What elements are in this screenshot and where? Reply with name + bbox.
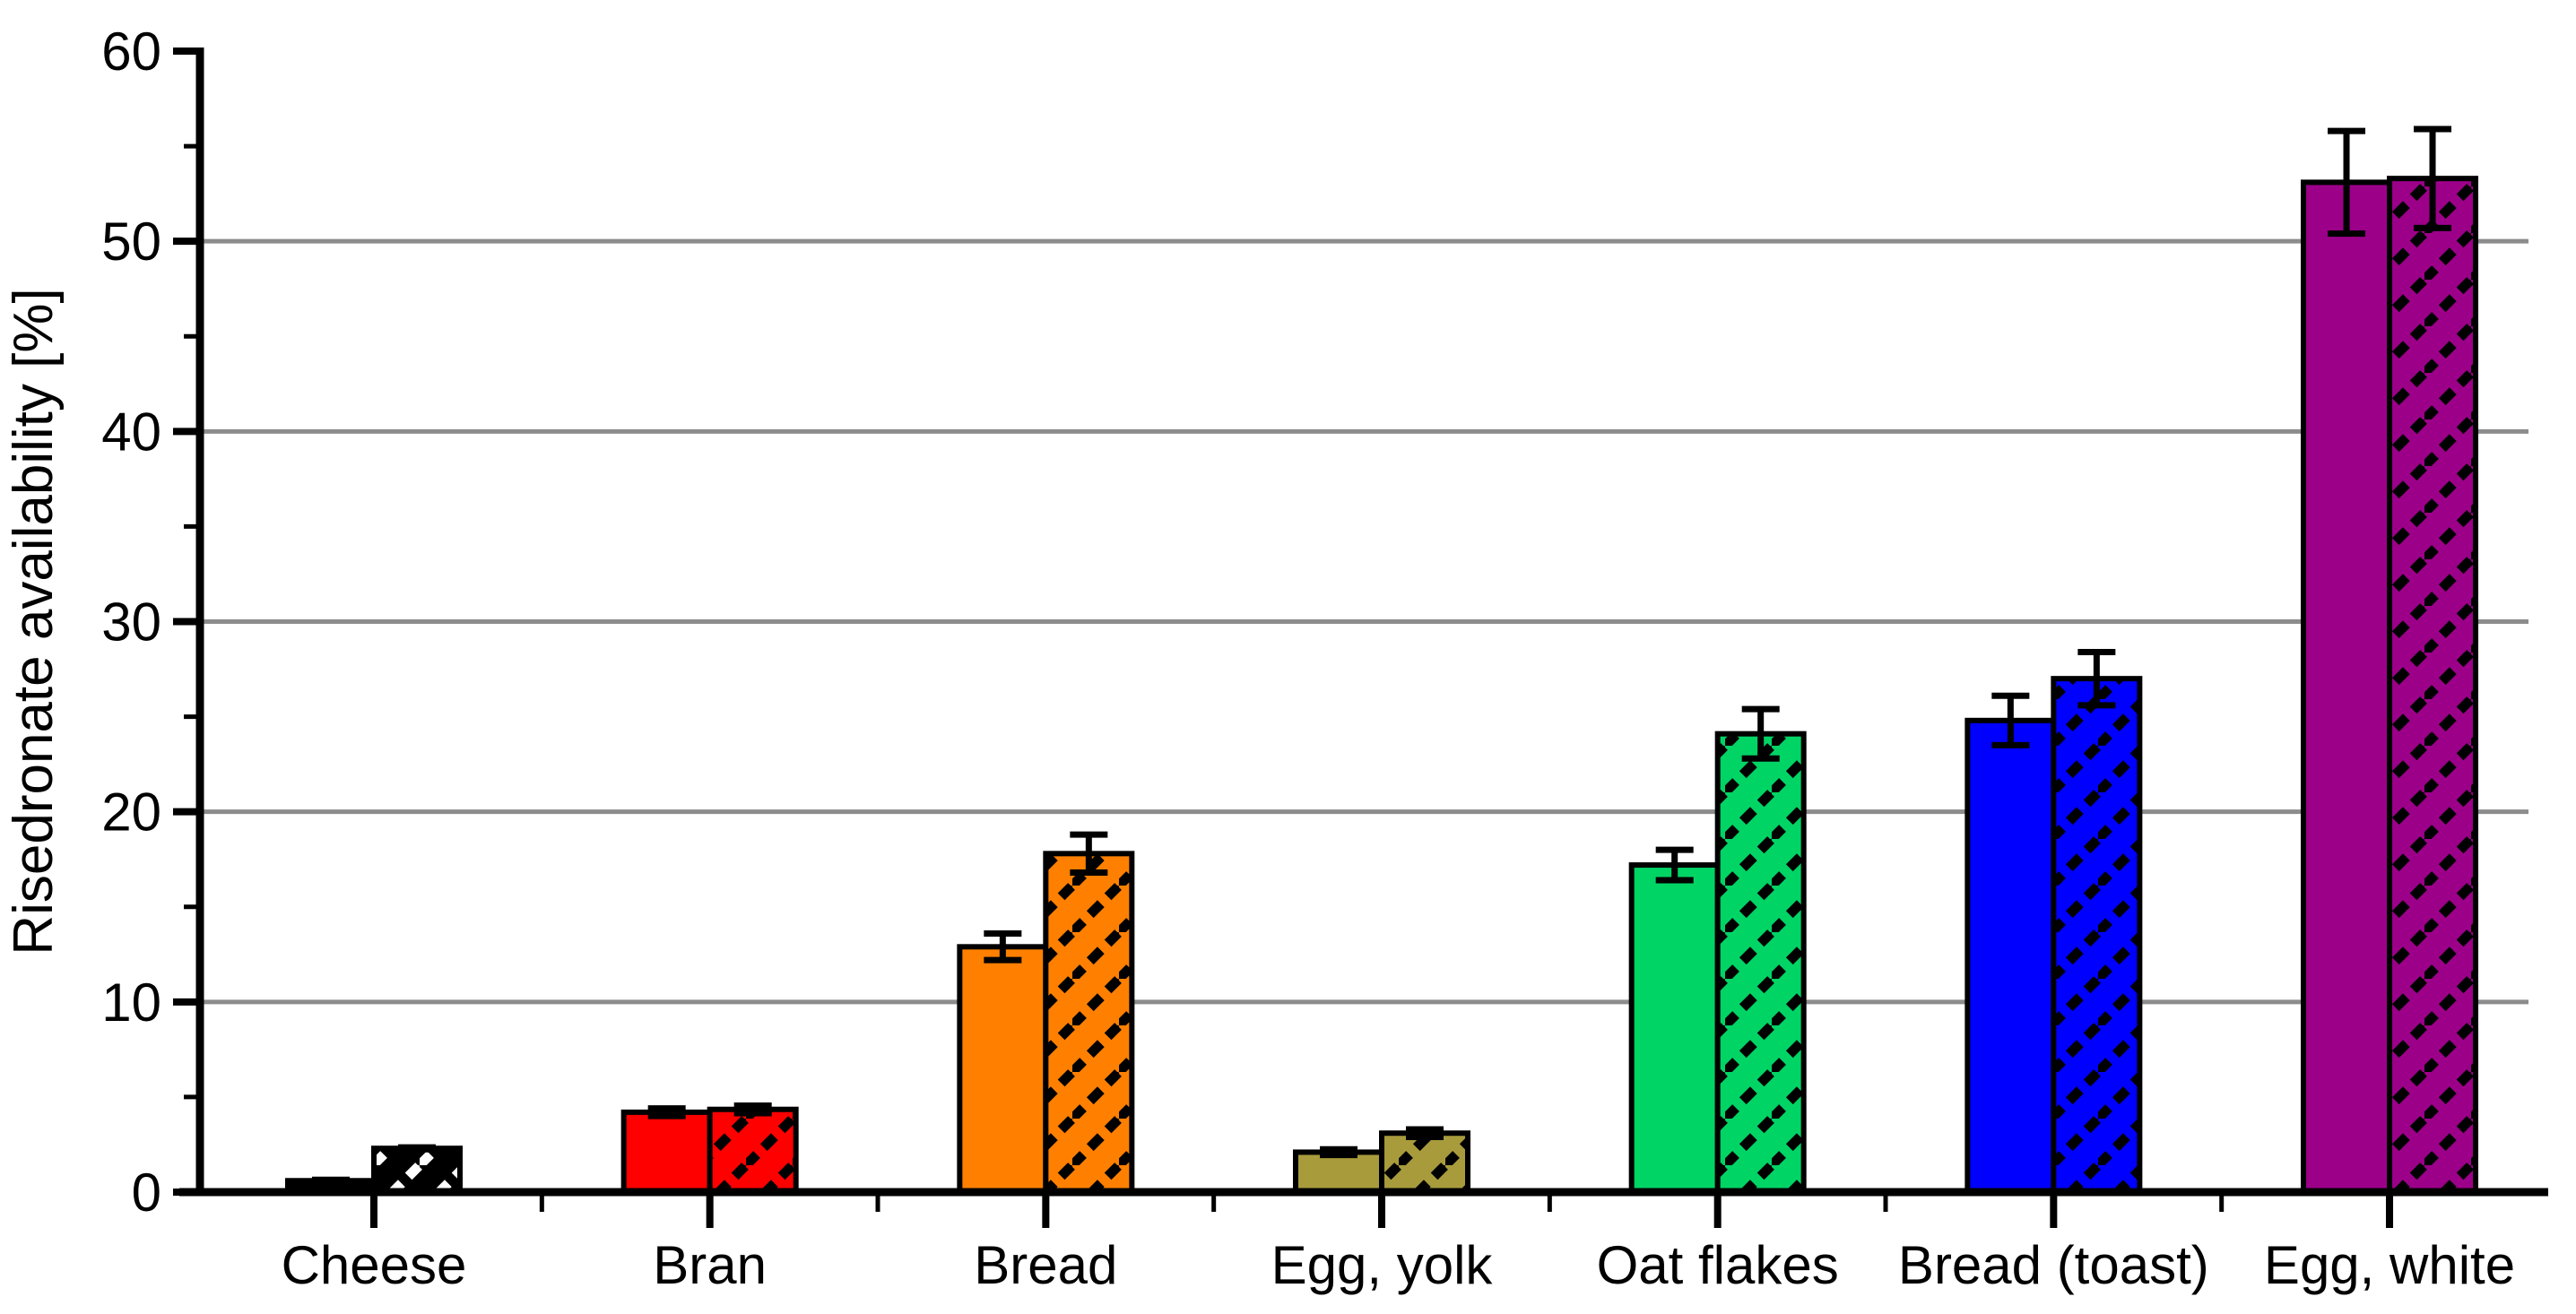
bar-bread-plain-bar bbox=[957, 944, 1049, 1196]
bar-bread-hatched-bar bbox=[1043, 851, 1135, 1195]
gridlines bbox=[204, 238, 2528, 1005]
bar-egg-white-hatched-bar bbox=[2387, 176, 2479, 1196]
error-bar-egg-yolk-plain-bar bbox=[1320, 1145, 1358, 1159]
y-tick-label-0: 0 bbox=[132, 1163, 161, 1223]
bars bbox=[285, 125, 2479, 1196]
error-bar-egg-yolk-hatched-bar bbox=[1406, 1126, 1444, 1140]
x-tick-label-bran: Bran bbox=[653, 1235, 767, 1295]
axes: 0 10 20 30 40 50 60 Cheese Bran Bread Egg, yolk Oat… bbox=[3, 22, 2548, 1295]
error-bar-bread-toast-plain-bar bbox=[1991, 692, 2030, 748]
bar-bread-toast-hatched-bar bbox=[2051, 676, 2143, 1195]
error-bar-egg-white-hatched-bar bbox=[2414, 125, 2452, 231]
error-bar-bran-hatched-bar bbox=[733, 1102, 772, 1117]
error-bar-cheese-plain-bar bbox=[312, 1176, 350, 1185]
error-bar-oat-flakes-plain-bar bbox=[1655, 846, 1694, 884]
error-bar-cheese-hatched-bar bbox=[398, 1144, 436, 1153]
bar-egg-white-plain-bar bbox=[2301, 179, 2393, 1195]
y-tick-label-40: 40 bbox=[101, 402, 161, 462]
bar-oat-flakes-plain-bar bbox=[1628, 862, 1721, 1195]
y-tick-label-30: 30 bbox=[101, 592, 161, 653]
y-tick-label-60: 60 bbox=[101, 22, 161, 82]
error-bar-bread-hatched-bar bbox=[1070, 831, 1108, 877]
x-tick-label-bread-toast: Bread (toast) bbox=[1898, 1235, 2209, 1295]
bar-bread-toast-plain-bar bbox=[1965, 717, 2057, 1195]
bar-bran-plain-bar bbox=[620, 1109, 713, 1196]
error-bar-bread-toast-hatched-bar bbox=[2077, 648, 2116, 709]
x-tick-label-cheese: Cheese bbox=[282, 1235, 467, 1295]
bar-oat-flakes-hatched-bar bbox=[1714, 730, 1807, 1195]
y-axis-title: Risedronate availability [%] bbox=[3, 288, 65, 955]
x-tick-label-egg-white: Egg, white bbox=[2264, 1235, 2515, 1295]
y-tick-label-50: 50 bbox=[101, 212, 161, 272]
bar-cheese-hatched-bar bbox=[371, 1145, 463, 1195]
error-bar-bran-plain-bar bbox=[647, 1105, 686, 1119]
y-tick-label-10: 10 bbox=[101, 973, 161, 1033]
bar-egg-yolk-hatched-bar bbox=[1379, 1130, 1471, 1196]
y-tick-label-20: 20 bbox=[101, 782, 161, 843]
error-bar-bread-plain-bar bbox=[984, 929, 1022, 964]
x-tick-label-oat-flakes: Oat flakes bbox=[1597, 1235, 1839, 1295]
bar-bran-hatched-bar bbox=[707, 1106, 799, 1196]
x-tick-label-bread: Bread bbox=[974, 1235, 1117, 1295]
error-bar-egg-white-plain-bar bbox=[2328, 127, 2366, 238]
bar-egg-yolk-plain-bar bbox=[1293, 1149, 1385, 1195]
error-bar-oat-flakes-hatched-bar bbox=[1741, 705, 1780, 762]
x-tick-label-egg-yolk: Egg, yolk bbox=[1271, 1235, 1494, 1295]
